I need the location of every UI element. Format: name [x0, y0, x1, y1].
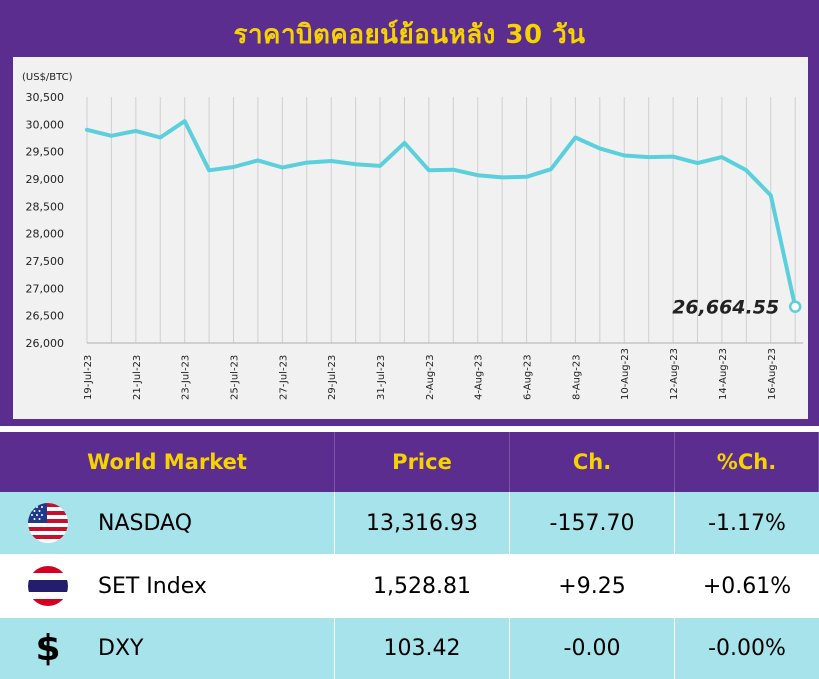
y-tick-label: 30,500 — [26, 91, 65, 104]
plot-area — [13, 57, 808, 419]
x-tick-label: 21-Jul-23 — [132, 355, 143, 400]
us-flag-icon — [28, 503, 68, 543]
header-world-market: World Market — [0, 432, 335, 492]
x-tick-label: 16-Aug-23 — [767, 348, 778, 400]
market-change: +9.25 — [510, 554, 675, 618]
x-tick-label: 27-Jul-23 — [278, 355, 289, 400]
x-tick-label: 12-Aug-23 — [669, 348, 680, 400]
y-tick-label: 30,000 — [26, 118, 65, 131]
x-tick-label: 6-Aug-23 — [523, 354, 534, 400]
x-tick-label: 2-Aug-23 — [425, 354, 436, 400]
y-tick-label: 28,000 — [26, 228, 65, 241]
market-pct-change: -1.17% — [708, 510, 786, 536]
y-tick-label: 26,000 — [26, 337, 65, 350]
header-change: Ch. — [510, 432, 675, 492]
price-line — [85, 119, 798, 309]
y-unit-label: (US$/BTC) — [22, 72, 73, 83]
price-chart: (US$/BTC) 30,500 30,000 29,500 29,000 28,500 2… — [22, 72, 804, 400]
market-change: -0.00 — [510, 618, 675, 679]
y-tick-label: 27,500 — [26, 255, 65, 268]
market-pct-change: +0.61% — [702, 573, 792, 599]
market-price: 1,528.81 — [335, 554, 510, 618]
x-tick-label: 31-Jul-23 — [376, 355, 387, 400]
last-value-label: 26,664.55 — [672, 297, 779, 319]
x-tick-label: 23-Jul-23 — [181, 355, 192, 400]
table-row: SET Index 1,528.81 +9.25 +0.61% — [0, 554, 819, 618]
market-pct-change: -0.00% — [708, 636, 786, 661]
header-price: Price — [335, 432, 510, 492]
x-tick-label: 25-Jul-23 — [230, 355, 241, 400]
x-tick-label: 19-Jul-23 — [83, 355, 94, 400]
y-tick-label: 29,000 — [26, 173, 65, 186]
y-tick-label: 27,000 — [26, 282, 65, 295]
market-price: 13,316.93 — [335, 492, 510, 554]
table-row: $ DXY 103.42 -0.00 -0.00% — [0, 618, 819, 679]
x-tick-label: 10-Aug-23 — [620, 348, 631, 400]
market-name: NASDAQ — [98, 510, 193, 536]
y-tick-label: 29,500 — [26, 146, 65, 159]
thai-flag-icon — [28, 566, 68, 606]
market-price: 103.42 — [335, 618, 510, 679]
x-tick-label: 4-Aug-23 — [474, 354, 485, 400]
x-tick-label: 8-Aug-23 — [571, 354, 582, 400]
y-tick-label: 28,500 — [26, 200, 65, 213]
market-name: SET Index — [98, 573, 207, 599]
dollar-icon: $ — [35, 628, 61, 669]
chart-frame: ราคาบิตคอยน์ย้อนหลัง 30 วัน (US$/BTC) 30,… — [0, 0, 819, 426]
last-point-marker — [788, 300, 802, 313]
x-tick-label: 29-Jul-23 — [327, 355, 338, 400]
y-tick-label: 26,500 — [26, 310, 65, 323]
header-pct-change: %Ch. — [675, 432, 819, 492]
market-change: -157.70 — [510, 492, 675, 554]
chart-title: ราคาบิตคอยน์ย้อนหลัง 30 วัน — [233, 20, 586, 50]
x-tick-label: 14-Aug-23 — [718, 348, 729, 400]
table-header-row: World Market Price Ch. %Ch. — [0, 432, 819, 492]
table-row: NASDAQ 13,316.93 -157.70 -1.17% — [0, 492, 819, 554]
market-name: DXY — [98, 636, 144, 661]
